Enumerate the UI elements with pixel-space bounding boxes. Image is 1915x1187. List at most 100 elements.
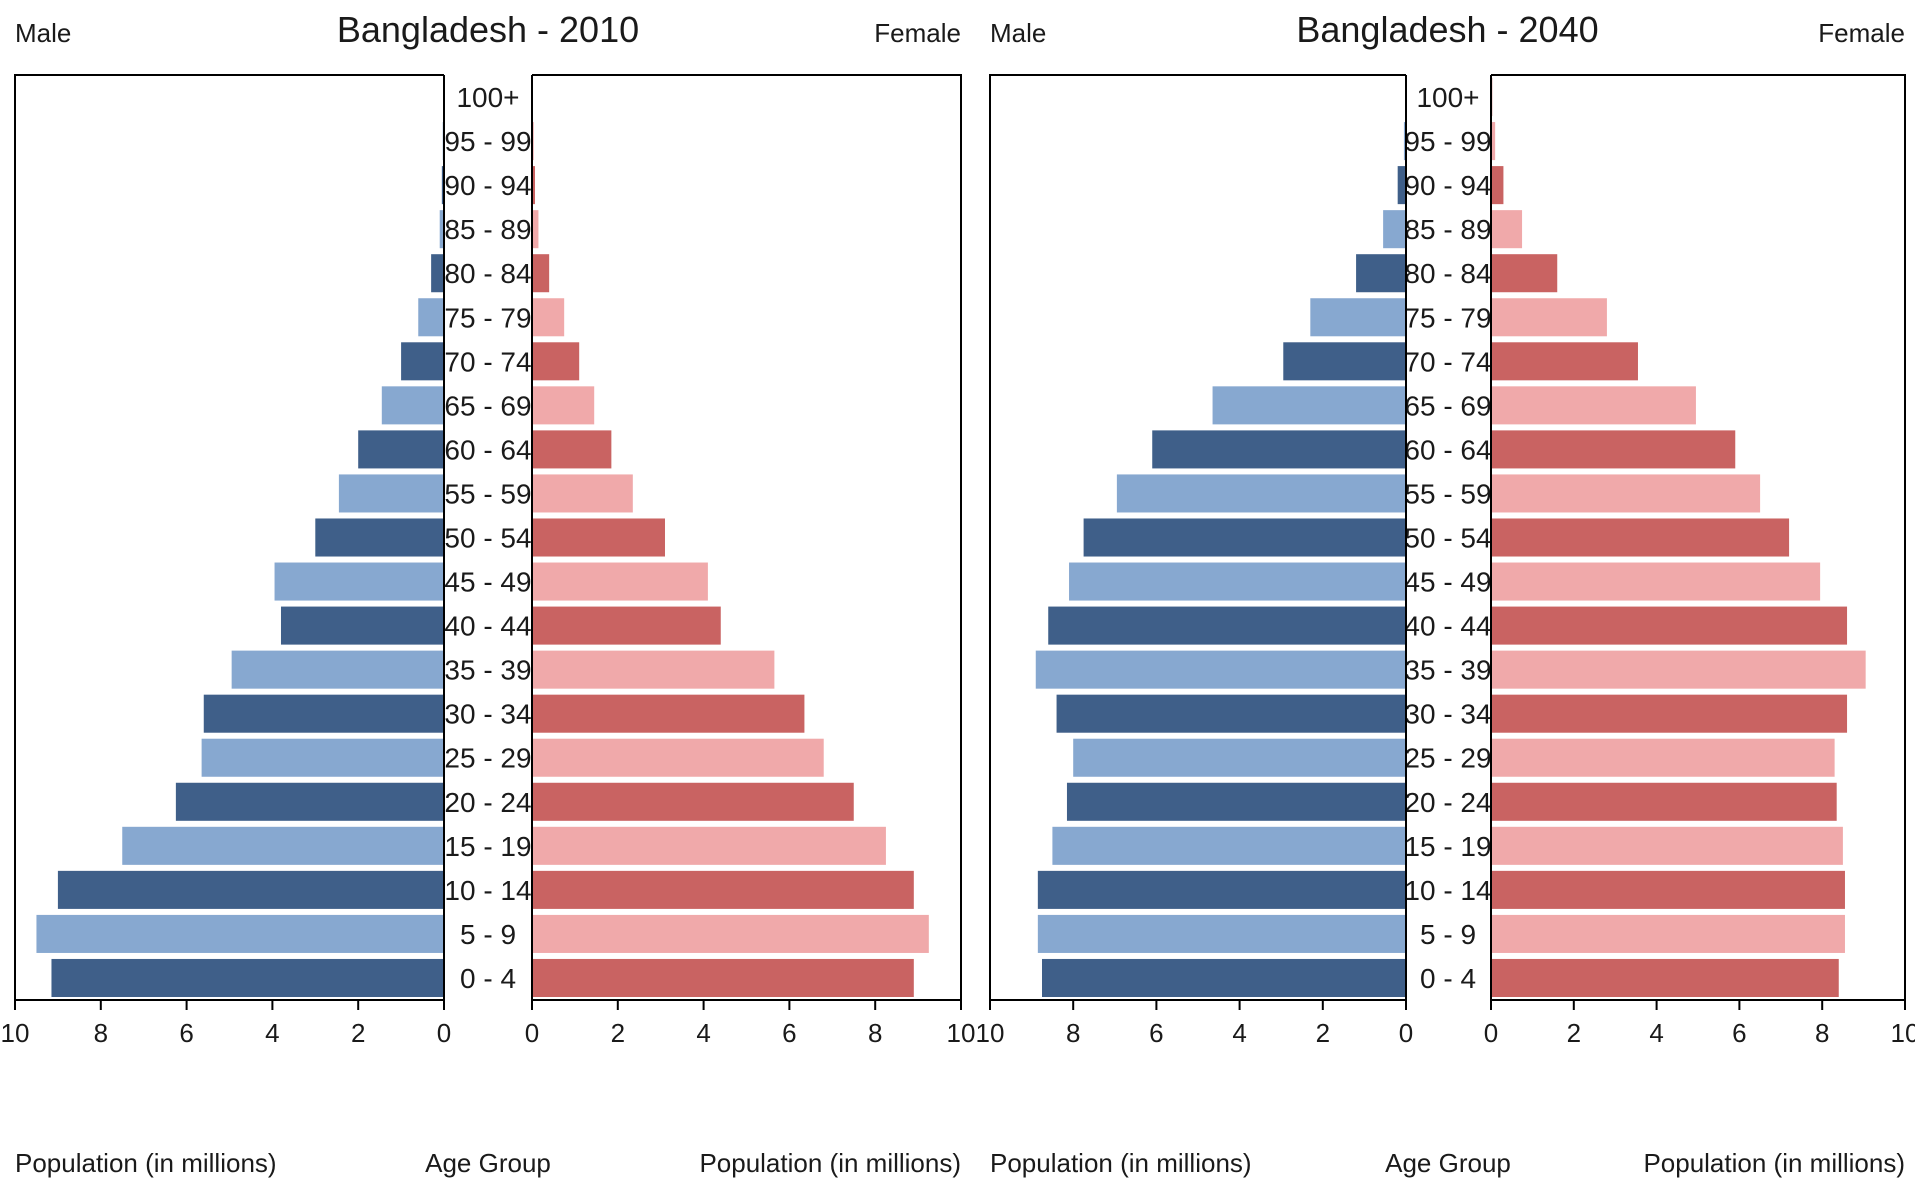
chart1-female-bar xyxy=(532,606,721,645)
chart1-male-bar xyxy=(439,210,444,249)
chart1-male-bar xyxy=(274,562,444,601)
chart2-female-tick-label: 2 xyxy=(1567,1018,1581,1048)
chart2-male-bar xyxy=(1397,166,1406,205)
chart1-age-group-label: 25 - 29 xyxy=(444,743,531,774)
chart2-male-tick-label: 6 xyxy=(1149,1018,1163,1048)
chart2-male-tick-label: 10 xyxy=(976,1018,1005,1048)
chart2-female-bar xyxy=(1491,210,1523,249)
chart1-right-label: Female xyxy=(874,18,961,48)
chart2-age-group-label: 25 - 29 xyxy=(1404,743,1491,774)
chart1-age-group-label: 30 - 34 xyxy=(444,699,531,730)
chart2-female-bar xyxy=(1491,166,1504,205)
chart2-female-bar xyxy=(1491,870,1845,909)
chart1-male-tick-label: 2 xyxy=(351,1018,365,1048)
chart2-male-bar xyxy=(1356,254,1406,293)
chart2-female-bar xyxy=(1491,606,1848,645)
chart1-female-bar xyxy=(532,782,854,821)
chart1-female-bar xyxy=(532,694,805,733)
chart2-female-bar xyxy=(1491,342,1638,381)
chart2-male-bar xyxy=(1083,518,1406,557)
chart2-female-bar xyxy=(1491,430,1736,469)
chart1-female-bar xyxy=(532,342,580,381)
chart1-female-tick-label: 10 xyxy=(947,1018,976,1048)
chart1-female-bar xyxy=(532,166,536,205)
chart2-age-group-label: 35 - 39 xyxy=(1404,655,1491,686)
chart2-age-group-label: 100+ xyxy=(1416,82,1479,113)
chart1-age-group-label: 35 - 39 xyxy=(444,655,531,686)
chart2-female-tick-label: 6 xyxy=(1732,1018,1746,1048)
chart1-female-tick-label: 8 xyxy=(868,1018,882,1048)
chart2-age-group-label: 30 - 34 xyxy=(1404,699,1491,730)
chart2-female-bar xyxy=(1491,826,1843,865)
chart2-age-group-label: 45 - 49 xyxy=(1404,567,1491,598)
chart2-male-bar xyxy=(1037,914,1406,953)
chart1-female-frame xyxy=(532,74,962,1000)
chart1-age-group-label: 50 - 54 xyxy=(444,523,531,554)
chart1-female-tick-label: 4 xyxy=(696,1018,710,1048)
chart2-male-bar xyxy=(1069,562,1406,601)
chart1-female-bar xyxy=(532,914,929,953)
chart1-female-bar xyxy=(532,474,633,513)
chart2-male-x-label: Population (in millions) xyxy=(990,1148,1252,1178)
chart1-male-bar xyxy=(418,298,444,337)
chart2-male-bar xyxy=(1073,738,1406,777)
chart2-age-group-label: 0 - 4 xyxy=(1420,963,1476,994)
chart1-male-frame xyxy=(14,74,444,1000)
chart1-female-bar xyxy=(532,958,914,997)
chart1-age-group-label: 60 - 64 xyxy=(444,434,531,465)
chart1-age-group-label: 55 - 59 xyxy=(444,478,531,509)
chart2-female-bar xyxy=(1491,782,1837,821)
chart1-female-bar xyxy=(532,738,824,777)
chart1-male-bar xyxy=(36,914,444,953)
chart2-age-group-title: Age Group xyxy=(1385,1148,1511,1178)
chart2-age-group-label: 40 - 44 xyxy=(1404,611,1491,642)
chart2-female-tick-label: 4 xyxy=(1649,1018,1663,1048)
chart2-age-group-label: 75 - 79 xyxy=(1404,302,1491,333)
chart1-male-bar xyxy=(203,694,444,733)
chart1-male-bar xyxy=(338,474,444,513)
chart1-female-tick-label: 6 xyxy=(782,1018,796,1048)
chart1-female-bar xyxy=(532,870,914,909)
chart2-age-group-label: 10 - 14 xyxy=(1404,875,1491,906)
chart1-male-bar xyxy=(381,386,444,425)
chart2-female-bar xyxy=(1491,254,1558,293)
chart1-female-x-label: Population (in millions) xyxy=(699,1148,961,1178)
chart2-female-bar xyxy=(1491,474,1761,513)
chart2-male-bar xyxy=(1056,694,1406,733)
chart2-age-group-label: 50 - 54 xyxy=(1404,523,1491,554)
chart1-female-bar xyxy=(532,386,595,425)
chart2-female-bar xyxy=(1491,518,1790,557)
chart2-male-bar xyxy=(1042,958,1406,997)
chart2-female-tick-label: 10 xyxy=(1891,1018,1915,1048)
chart2-female-bar xyxy=(1491,958,1839,997)
chart1-age-group-label: 10 - 14 xyxy=(444,875,531,906)
chart2-age-group-label: 55 - 59 xyxy=(1404,478,1491,509)
chart2-female-bar xyxy=(1491,738,1835,777)
chart1-female-bar xyxy=(532,298,565,337)
chart1-age-group-label: 20 - 24 xyxy=(444,787,531,818)
chart1-female-bar xyxy=(532,210,539,249)
chart1-age-group-label: 45 - 49 xyxy=(444,567,531,598)
chart2-male-bar xyxy=(1052,826,1406,865)
chart2-female-frame xyxy=(1491,74,1906,1000)
chart1-male-x-label: Population (in millions) xyxy=(15,1148,277,1178)
chart2-age-group-label: 80 - 84 xyxy=(1404,258,1491,289)
chart2-male-bar xyxy=(1283,342,1406,381)
chart2-female-tick-label: 0 xyxy=(1484,1018,1498,1048)
chart2-male-tick-label: 8 xyxy=(1066,1018,1080,1048)
chart1-age-group-label: 95 - 99 xyxy=(444,126,531,157)
chart1-male-bar xyxy=(175,782,444,821)
chart1-age-group-label: 100+ xyxy=(456,82,519,113)
chart2-female-bar xyxy=(1491,914,1845,953)
chart2-male-frame xyxy=(989,74,1406,1000)
chart2-female-bar xyxy=(1491,386,1696,425)
chart2-female-bar xyxy=(1491,122,1496,161)
chart2-male-tick-label: 0 xyxy=(1399,1018,1413,1048)
chart1-age-group-label: 70 - 74 xyxy=(444,346,531,377)
chart1-left-label: Male xyxy=(15,18,71,48)
chart1-age-group-label: 80 - 84 xyxy=(444,258,531,289)
chart2-male-bar xyxy=(1152,430,1406,469)
chart1-male-bar xyxy=(231,650,444,689)
